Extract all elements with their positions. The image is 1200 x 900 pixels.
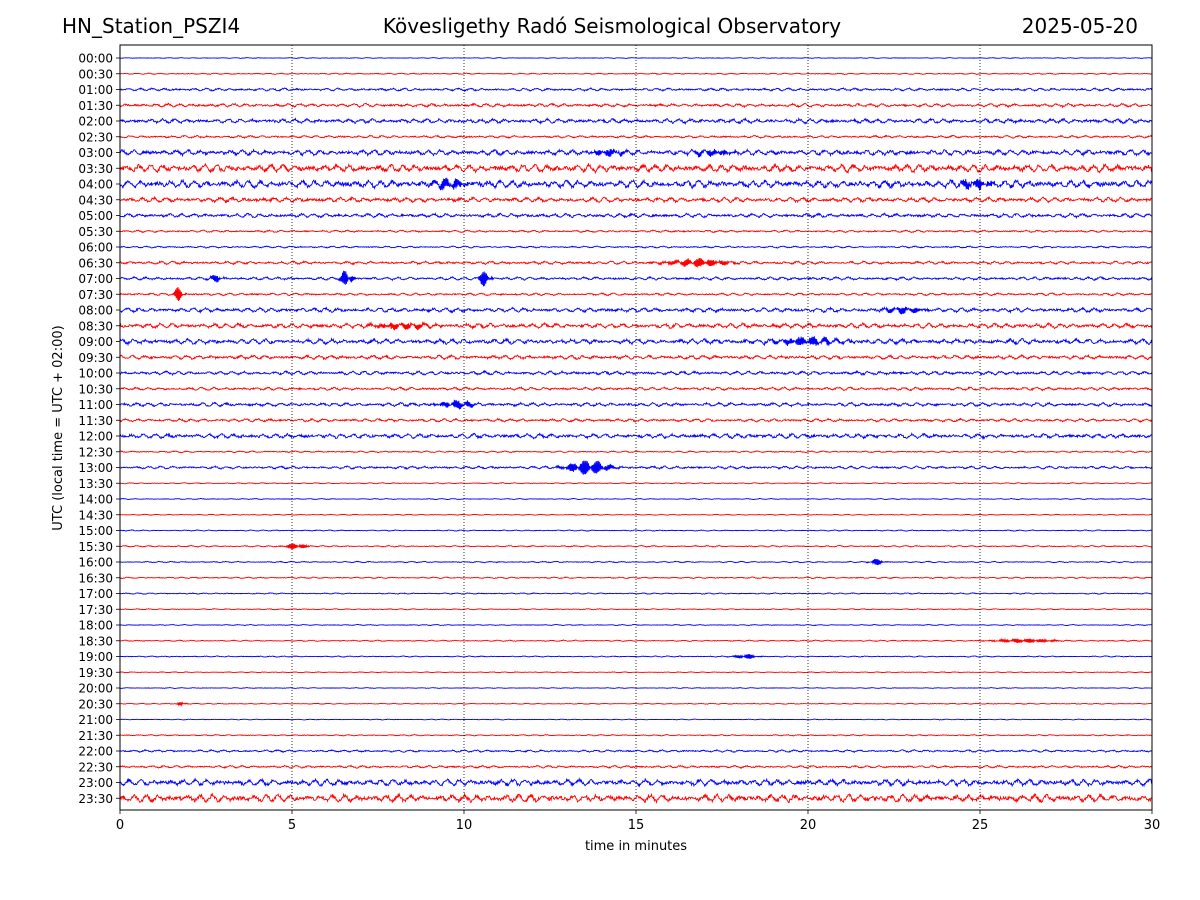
- y-tick-label: 11:30: [78, 414, 113, 428]
- y-tick-label: 23:00: [78, 776, 113, 790]
- y-tick-label: 01:30: [78, 99, 113, 113]
- plot-frame: [119, 44, 1153, 811]
- y-tick-label: 04:00: [78, 178, 113, 192]
- trace-1030: [119, 386, 1152, 392]
- y-tick-label: 13:00: [78, 461, 113, 475]
- y-axis-label: UTC (local time = UTC + 02:00): [51, 325, 66, 530]
- y-tick-label: 10:30: [78, 382, 113, 396]
- y-tick-label: 21:00: [78, 713, 113, 727]
- y-tick-label: 12:00: [78, 430, 113, 444]
- y-tick-label: 00:30: [78, 67, 113, 81]
- trace-0830: [119, 321, 1153, 331]
- y-tick-label: 06:00: [78, 241, 113, 255]
- trace-1900: [119, 653, 1153, 660]
- y-tick-label: 19:30: [78, 666, 113, 680]
- trace-1100: [119, 399, 1153, 410]
- x-tick-label: 30: [1144, 818, 1161, 833]
- trace-0500: [120, 212, 1153, 220]
- x-tick-label: 15: [628, 818, 645, 833]
- header: HN_Station_PSZI4 Kövesligethy Radó Seism…: [0, 14, 1200, 44]
- trace-2330: [119, 792, 1153, 805]
- y-tick-label: 07:00: [78, 272, 113, 286]
- y-tick-label: 19:00: [78, 650, 113, 664]
- trace-0800: [119, 306, 1153, 315]
- y-tick-label: 10:00: [78, 367, 113, 381]
- trace-0630: [119, 257, 1153, 268]
- y-tick-label: 09:00: [78, 335, 113, 349]
- y-tick-label: 17:30: [78, 603, 113, 617]
- trace-0030: [119, 72, 1153, 76]
- trace-0400: [119, 177, 1153, 191]
- y-tick-label: 12:30: [78, 445, 113, 459]
- y-tick-label: 16:30: [78, 571, 113, 585]
- y-tick-label: 16:00: [78, 556, 113, 570]
- chart-title: Kövesligethy Radó Seismological Observat…: [382, 14, 842, 38]
- y-tick-label: 22:30: [78, 760, 113, 774]
- y-tick-label: 09:30: [78, 351, 113, 365]
- y-tick-label: 07:30: [78, 288, 113, 302]
- date-label: 2025-05-20: [1021, 14, 1138, 38]
- y-tick-label: 22:00: [78, 745, 113, 759]
- y-tick-label: 05:00: [78, 209, 113, 223]
- trace-2300: [119, 777, 1153, 788]
- station-label: HN_Station_PSZI4: [62, 14, 241, 38]
- x-tick-label: 5: [288, 818, 296, 833]
- trace-1430: [119, 513, 1152, 516]
- y-tick-label: 11:00: [78, 398, 113, 412]
- trace-1500: [119, 529, 1153, 532]
- x-tick-label: 0: [116, 818, 124, 833]
- y-tick-label: 03:30: [78, 162, 113, 176]
- trace-1700: [120, 592, 1153, 595]
- trace-1630: [119, 576, 1153, 580]
- y-tick-label: 14:30: [78, 508, 113, 522]
- y-tick-label: 06:30: [78, 256, 113, 270]
- y-tick-label: 20:30: [78, 697, 113, 711]
- x-axis-label: time in minutes: [585, 839, 687, 854]
- trace-2230: [119, 764, 1153, 770]
- trace-1830: [119, 637, 1153, 644]
- y-tick-label: 08:00: [78, 304, 113, 318]
- y-tick-label: 15:30: [78, 540, 113, 554]
- y-tick-label: 03:00: [78, 146, 113, 160]
- trace-0900: [119, 336, 1153, 347]
- y-tick-label: 15:00: [78, 524, 113, 538]
- y-tick-label: 02:30: [78, 130, 113, 144]
- y-tick-label: 05:30: [78, 225, 113, 239]
- x-tick-label: 25: [972, 818, 989, 833]
- y-tick-label: 18:30: [78, 634, 113, 648]
- trace-2030: [119, 701, 1152, 707]
- trace-1230: [120, 450, 1153, 454]
- trace-0200: [119, 116, 1153, 126]
- trace-2100: [119, 718, 1153, 721]
- y-tick-label: 20:00: [78, 682, 113, 696]
- y-tick-label: 04:30: [78, 193, 113, 207]
- y-tick-label: 13:30: [78, 477, 113, 491]
- y-tick-label: 14:00: [78, 493, 113, 507]
- x-tick-label: 20: [800, 818, 817, 833]
- y-tick-label: 08:30: [78, 319, 113, 333]
- x-tick-label: 10: [456, 818, 473, 833]
- y-tick-label: 18:00: [78, 619, 113, 633]
- y-tick-label: 00:00: [78, 52, 113, 66]
- y-tick-label: 21:30: [78, 729, 113, 743]
- y-tick-label: 02:00: [78, 115, 113, 129]
- y-tick-label: 01:00: [78, 83, 113, 97]
- y-tick-label: 23:30: [78, 792, 113, 806]
- trace-0700: [119, 270, 1153, 287]
- y-tick-label: 17:00: [78, 587, 113, 601]
